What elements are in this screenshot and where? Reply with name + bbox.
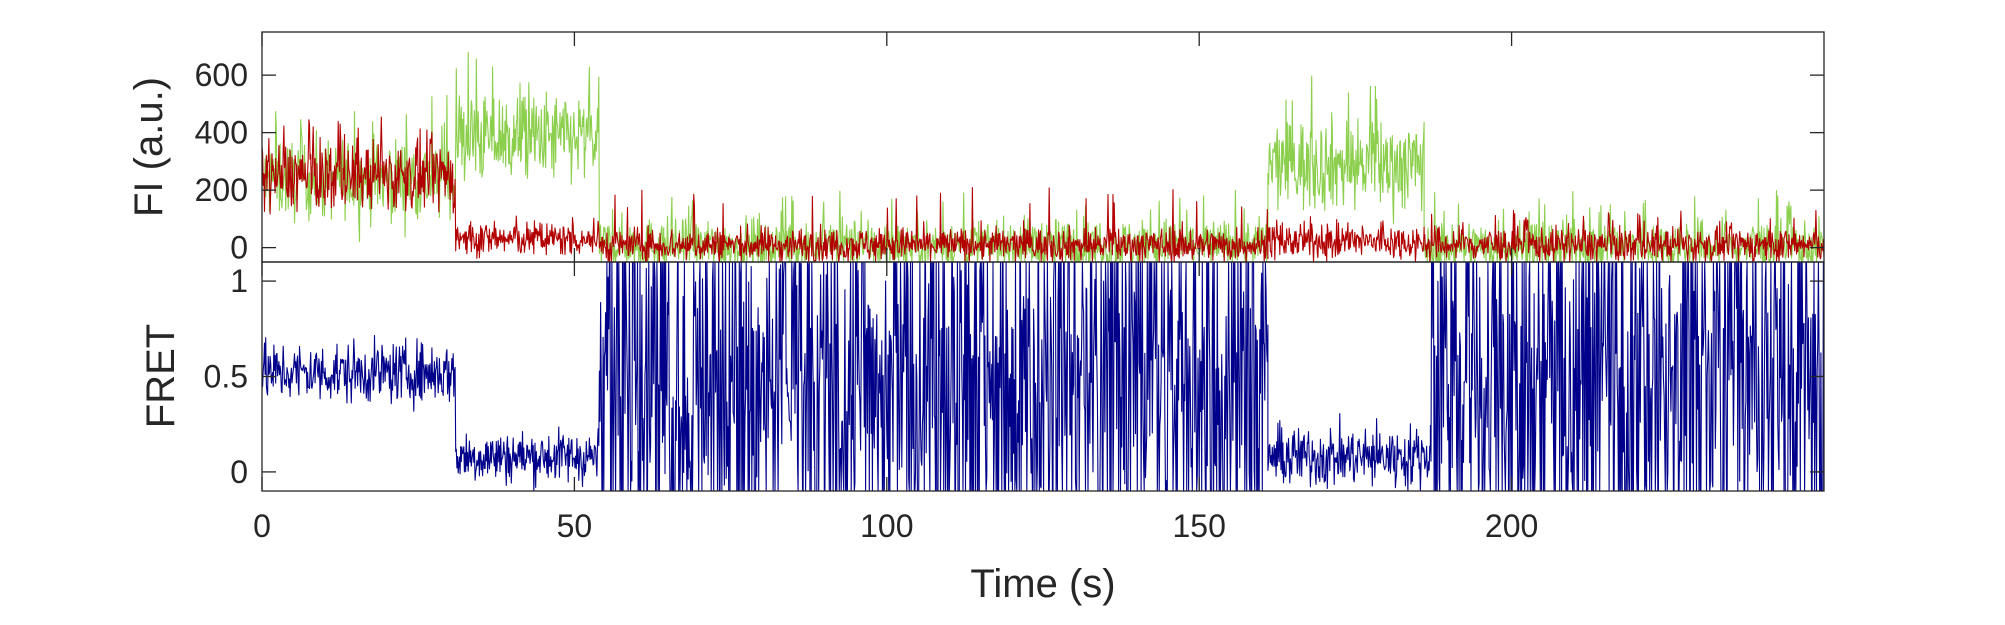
intensity-panel: 0 200 400 600 FI (a.u.) xyxy=(127,31,1825,266)
time-x-tick-label: 200 xyxy=(1485,508,1538,544)
fret-y-tick-label: 0.5 xyxy=(204,359,248,395)
fret-y-tick-label: 1 xyxy=(230,263,248,299)
fret-panel: 00.51 0 50 100 150 200 FRET Time (s) xyxy=(139,32,1825,606)
fret-series-1 xyxy=(262,262,1824,491)
time-x-ticks: 0 50 100 150 200 xyxy=(253,32,1538,544)
fret-traces xyxy=(262,262,1824,491)
time-x-tick-label: 150 xyxy=(1173,508,1226,544)
intensity-y-tick-label: 600 xyxy=(195,57,248,93)
fret-y-ticks: 00.51 xyxy=(204,263,1824,490)
intensity-y-ticks: 0 200 400 600 xyxy=(195,57,1824,266)
time-x-tick-label: 0 xyxy=(253,508,271,544)
intensity-y-tick-label: 0 xyxy=(230,230,248,266)
intensity-y-tick-label: 400 xyxy=(195,115,248,151)
intensity-series-2 xyxy=(262,116,1824,262)
intensity-series-1 xyxy=(262,51,1824,262)
intensity-y-axis-label: FI (a.u.) xyxy=(127,77,171,217)
time-x-tick-label: 100 xyxy=(860,508,913,544)
fret-y-tick-label: 0 xyxy=(230,454,248,490)
time-x-axis-label: Time (s) xyxy=(970,562,1115,606)
intensity-y-tick-label: 200 xyxy=(195,172,248,208)
fret-y-axis-label: FRET xyxy=(139,324,183,428)
time-x-tick-label: 50 xyxy=(557,508,593,544)
intensity-traces xyxy=(262,51,1824,262)
